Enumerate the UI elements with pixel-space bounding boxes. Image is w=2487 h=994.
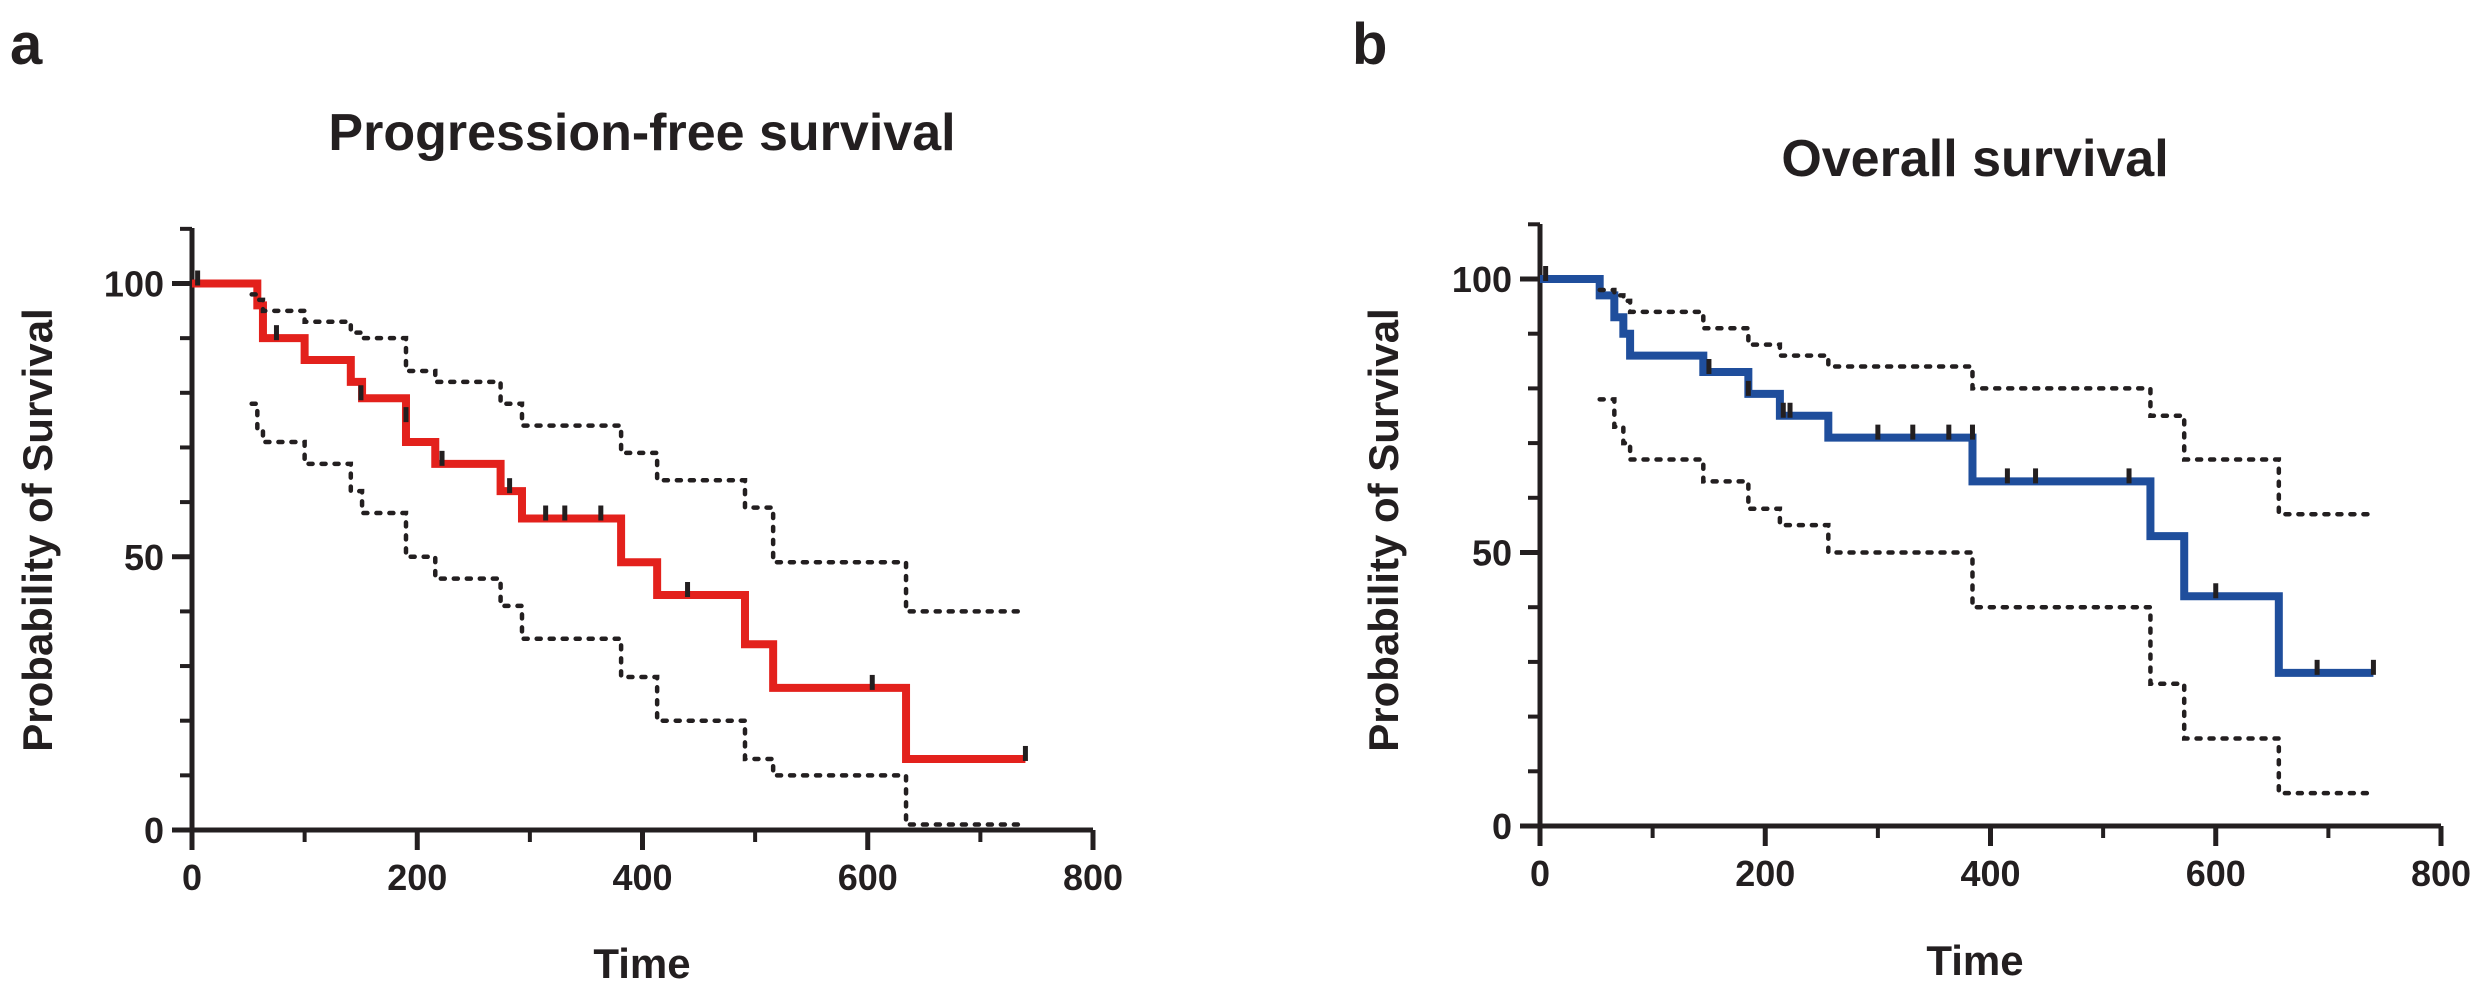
y-axis-label: Probability of Survival (14, 308, 61, 751)
lower-ci-curve (249, 401, 1028, 827)
plot-area: 0 50 100 0 200 400 600 800 (104, 226, 1123, 898)
x-tick-label: 200 (387, 857, 447, 898)
panel-a: a Progression-free survival Probability … (10, 12, 1123, 987)
x-axis-label: Time (593, 940, 690, 987)
x-tick-label: 0 (182, 857, 202, 898)
y-tick-label: 100 (104, 264, 164, 305)
x-axis-label: Time (1926, 937, 2023, 984)
x-tick-label: 800 (1063, 857, 1123, 898)
panel-label: b (1352, 12, 1387, 77)
x-tick-label: 600 (838, 857, 898, 898)
survival-curve (192, 279, 1026, 763)
x-tick-label: 400 (612, 857, 672, 898)
y-tick-label: 0 (144, 810, 164, 851)
y-tick-label: 0 (1492, 806, 1512, 847)
chart-title: Overall survival (1781, 130, 2168, 188)
x-tick-label: 0 (1530, 853, 1550, 894)
plot-area: 0 50 100 0 200 400 600 800 (1452, 222, 2471, 894)
lower-ci-curve (1597, 397, 2376, 796)
survival-curve (1540, 275, 2374, 677)
upper-ci-curve (1597, 287, 2376, 517)
x-tick-label: 400 (1960, 853, 2020, 894)
x-tick-label: 600 (2186, 853, 2246, 894)
panel-b: b Overall survival Probability of Surviv… (1352, 12, 2471, 984)
y-tick-label: 50 (1472, 533, 1512, 574)
x-tick-label: 200 (1735, 853, 1795, 894)
x-tick-label: 800 (2411, 853, 2471, 894)
y-axis-label: Probability of Survival (1360, 308, 1407, 751)
upper-ci-curve (249, 292, 1028, 614)
y-tick-label: 100 (1452, 259, 1512, 300)
panel-label: a (10, 12, 43, 77)
y-tick-label: 50 (124, 537, 164, 578)
chart-title: Progression-free survival (328, 104, 955, 162)
